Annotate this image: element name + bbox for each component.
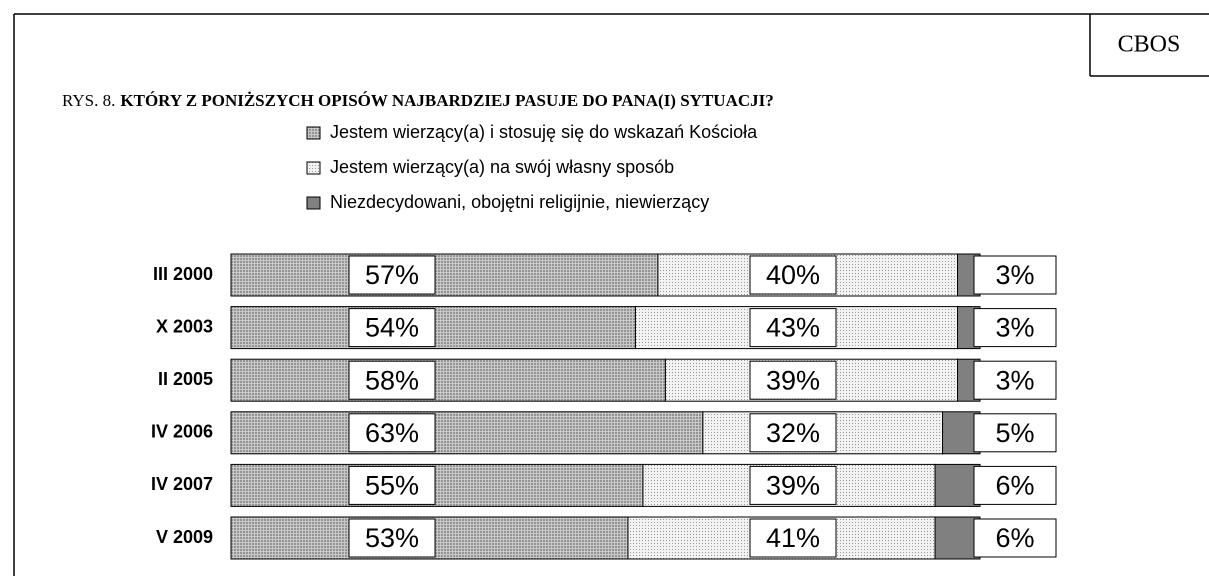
- value-label-box: [348, 518, 436, 558]
- value-label: 6%: [995, 523, 1034, 553]
- legend-label: Niezdecydowani, obojętni religijnie, nie…: [330, 192, 709, 212]
- value-label-box: [973, 308, 1057, 348]
- value-label: 3%: [995, 365, 1034, 395]
- chart-title: RYS. 8. KTÓRY Z PONIŻSZYCH OPISÓW NAJBARD…: [62, 91, 774, 110]
- value-label: 58%: [365, 365, 419, 395]
- title: KTÓRY Z PONIŻSZYCH OPISÓW NAJBARDZIEJ PA…: [120, 91, 773, 110]
- value-label: 39%: [766, 471, 820, 501]
- value-label: 63%: [365, 418, 419, 448]
- legend-label: Jestem wierzący(a) na swój własny sposób: [330, 157, 674, 177]
- value-label: 3%: [995, 313, 1034, 343]
- legend-swatch: [306, 161, 321, 175]
- bar-segment: [934, 516, 981, 560]
- value-label: 39%: [766, 365, 820, 395]
- value-label-box: [348, 255, 436, 295]
- legend-swatch: [306, 126, 321, 140]
- value-label-box: [348, 360, 436, 400]
- legend-swatch: [306, 196, 321, 210]
- figure-label: RYS. 8.: [62, 91, 115, 110]
- bar-segment: [230, 358, 666, 402]
- category-label: IV 2006: [151, 422, 213, 442]
- value-label: 3%: [995, 260, 1034, 290]
- bar-segment: [230, 253, 659, 297]
- source: CBOS: [1118, 32, 1181, 58]
- value-label-box: [973, 465, 1057, 505]
- value-label: 53%: [365, 523, 419, 553]
- value-label-box: [973, 413, 1057, 453]
- bar-segment: [230, 463, 644, 507]
- value-label: 41%: [766, 523, 820, 553]
- value-label-box: [973, 360, 1057, 400]
- bar-segment: [934, 463, 981, 507]
- category-label: V 2009: [156, 527, 213, 547]
- value-label-box: [749, 518, 837, 558]
- value-label: 43%: [766, 313, 820, 343]
- category-label: IV 2007: [151, 474, 213, 494]
- value-label-box: [348, 413, 436, 453]
- category-label: III 2000: [153, 264, 213, 284]
- value-label-box: [749, 413, 837, 453]
- value-label: 54%: [365, 313, 419, 343]
- legend-label: Jestem wierzący(a) i stosuję się do wska…: [330, 122, 758, 142]
- value-label: 6%: [995, 471, 1034, 501]
- value-label-box: [749, 308, 837, 348]
- category-label: X 2003: [156, 316, 213, 336]
- value-label-box: [348, 465, 436, 505]
- bar-segment: [230, 411, 704, 455]
- value-label-box: [348, 308, 436, 348]
- value-label: 55%: [365, 471, 419, 501]
- value-label: 57%: [365, 260, 419, 290]
- value-label: 5%: [995, 418, 1034, 448]
- value-label-box: [973, 518, 1057, 558]
- value-label: 32%: [766, 418, 820, 448]
- value-label-box: [973, 255, 1057, 295]
- value-label: 40%: [766, 260, 820, 290]
- value-label-box: [749, 255, 837, 295]
- category-label: II 2005: [158, 369, 213, 389]
- value-label-box: [749, 465, 837, 505]
- value-label-box: [749, 360, 837, 400]
